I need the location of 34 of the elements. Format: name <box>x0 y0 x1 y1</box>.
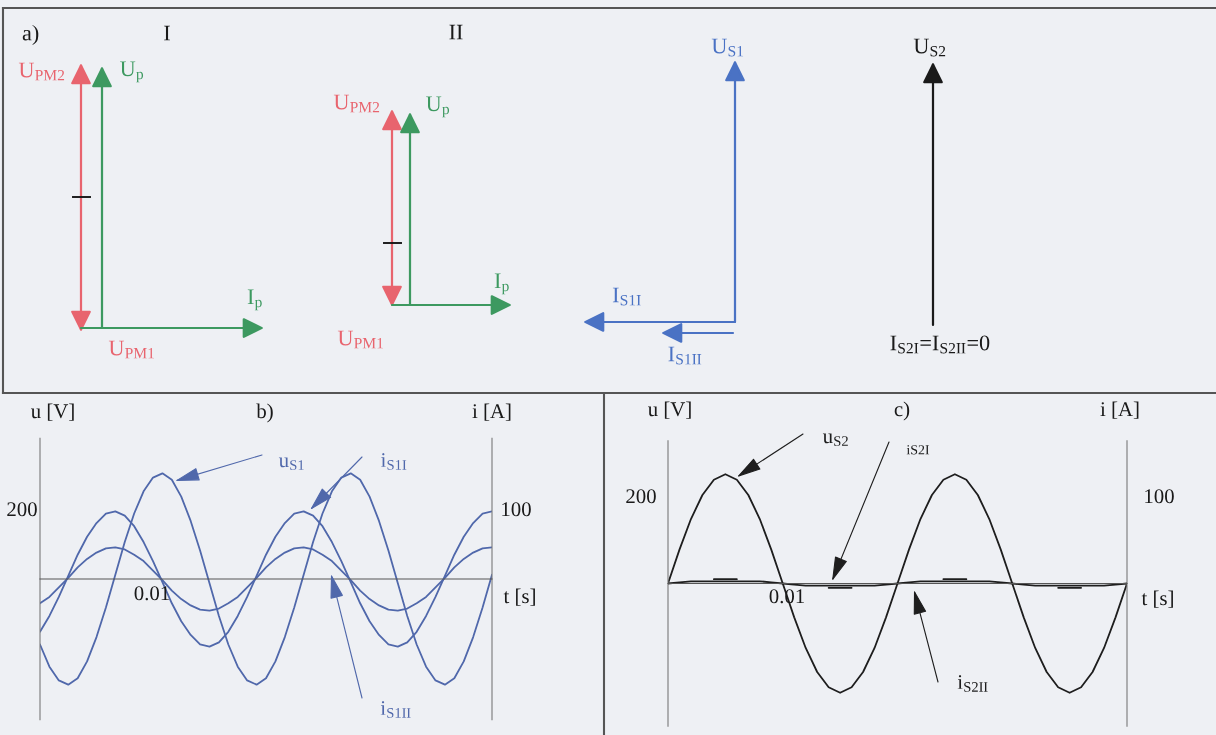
text: 100 <box>502 502 531 517</box>
text: I$_{S1I}$ <box>612 287 641 306</box>
text: I$_{p}$ <box>494 273 509 295</box>
chart-title: c) <box>894 401 910 421</box>
y2-axis-title: i [A] <box>1100 401 1139 419</box>
text: 100 <box>1145 489 1174 504</box>
text: U$_{PM1}$ <box>108 340 154 359</box>
text: U$_{PM2}$ <box>333 94 380 113</box>
text: I <box>164 25 170 41</box>
y2-axis-title: i [A] <box>472 403 511 421</box>
text: U$_{S1}$ <box>711 38 744 57</box>
text: U$_{PM1}$ <box>337 330 383 349</box>
text: I$_{S2I}$=I$_{S2II}$=0 <box>890 335 990 354</box>
y-axis-title: u [V] <box>31 403 74 421</box>
text: U$_{p}$ <box>120 61 144 83</box>
text: i$_{S1II}$ <box>380 701 411 718</box>
text: I$_{S1II}$ <box>668 346 702 365</box>
text: U$_{PM2}$ <box>18 62 65 81</box>
text: u$_{S2}$ <box>822 433 848 446</box>
x-axis-title: t [s] <box>1141 590 1173 608</box>
text: U$_{p}$ <box>426 96 450 118</box>
text: u$_{S1}$ <box>278 457 304 470</box>
text: II <box>449 24 463 40</box>
text: iS2I <box>906 445 930 455</box>
text: U$_{S2}$ <box>913 38 946 57</box>
y-axis-title: u [V] <box>648 401 691 419</box>
text: 200 <box>626 489 656 504</box>
text: 200 <box>7 502 37 517</box>
annotation: i$_{S2II}$ <box>957 675 988 692</box>
text: I$_{p}$ <box>247 289 262 311</box>
text: i$_{S1I}$ <box>381 453 407 470</box>
text: a) <box>22 24 39 46</box>
x-axis-title: t [s] <box>503 588 535 606</box>
chart-title: b) <box>256 403 273 423</box>
